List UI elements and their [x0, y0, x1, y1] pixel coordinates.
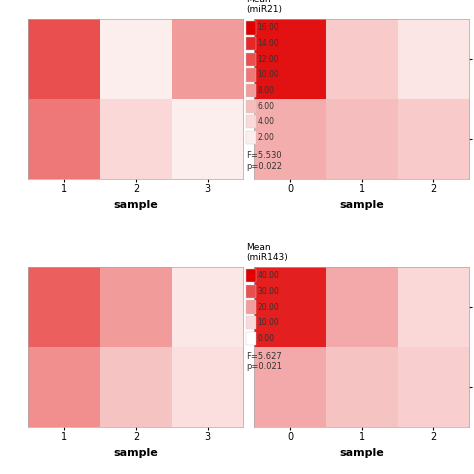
X-axis label: sample: sample [339, 200, 384, 210]
Text: 12.00: 12.00 [258, 55, 279, 64]
Text: 16.00: 16.00 [258, 24, 280, 32]
Text: 30.00: 30.00 [258, 287, 280, 296]
Text: F=5.627
p=0.021: F=5.627 p=0.021 [246, 352, 282, 372]
Text: 10.00: 10.00 [258, 71, 280, 79]
Text: 2.00: 2.00 [258, 133, 274, 142]
Text: 0.00: 0.00 [258, 334, 275, 343]
Text: 6.00: 6.00 [258, 102, 275, 110]
Text: 4.00: 4.00 [258, 118, 275, 126]
Text: Mean
(miR143): Mean (miR143) [246, 243, 288, 262]
Text: 10.00: 10.00 [258, 318, 280, 327]
X-axis label: sample: sample [114, 448, 158, 458]
X-axis label: sample: sample [114, 200, 158, 210]
Text: 14.00: 14.00 [258, 39, 280, 48]
X-axis label: sample: sample [339, 448, 384, 458]
Text: Mean
(miR21): Mean (miR21) [246, 0, 282, 14]
Text: 20.00: 20.00 [258, 302, 280, 311]
Text: F=5.530
p=0.022: F=5.530 p=0.022 [246, 151, 282, 171]
Text: 8.00: 8.00 [258, 86, 274, 95]
Text: 40.00: 40.00 [258, 271, 280, 280]
